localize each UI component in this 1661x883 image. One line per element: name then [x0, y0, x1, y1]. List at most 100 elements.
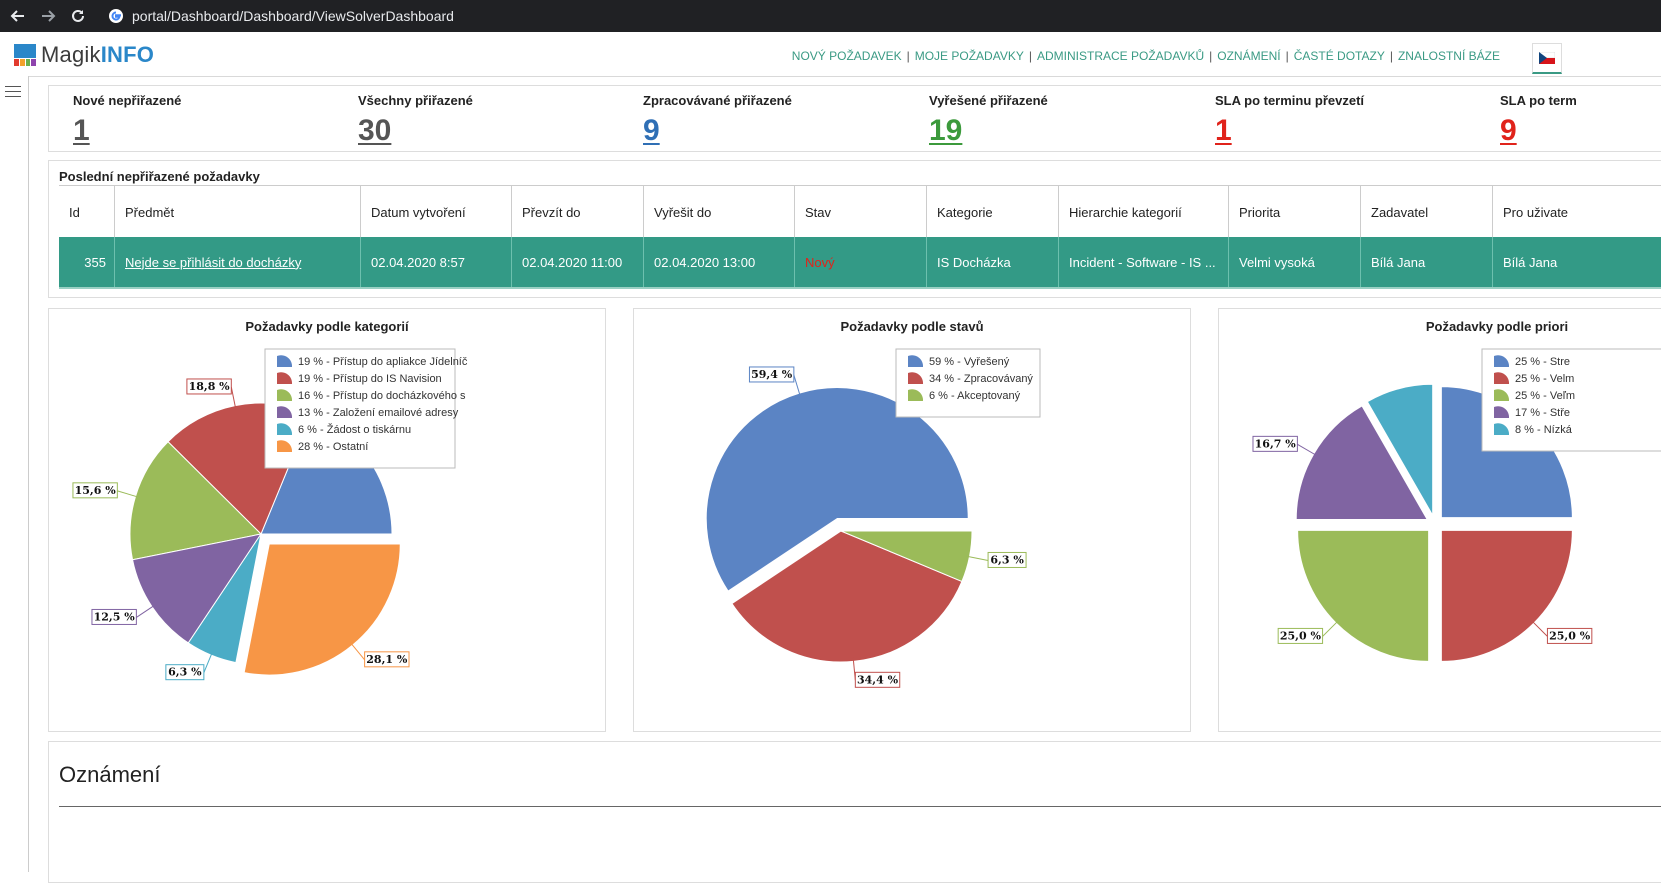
data-label-leader: [117, 490, 140, 498]
legend-swatch-icon: [1494, 406, 1510, 418]
legend-item[interactable]: 25 % - Veľm: [1515, 390, 1575, 402]
legend-item[interactable]: 28 % - Ostatní: [298, 441, 368, 453]
browser-toolbar: portal/Dashboard/Dashboard/ViewSolverDas…: [0, 0, 1661, 32]
stat-value[interactable]: 9: [643, 114, 660, 147]
legend-swatch-icon: [1494, 355, 1510, 367]
legend-item[interactable]: 25 % - Velm: [1515, 373, 1574, 385]
legend-item[interactable]: 19 % - Přístup do apliakce Jídelníč: [298, 356, 468, 368]
pie-chart-states: 59,4 % 34,4 % 6,3 % 59 % - Vyřešený 34 % - Z…: [705, 348, 1041, 688]
legend-swatch-icon: [277, 423, 293, 435]
data-label: 59,4 %: [751, 368, 793, 381]
data-label: 28,1 %: [366, 653, 408, 666]
data-label-leader: [203, 651, 214, 673]
nav-announcements[interactable]: OZNÁMENÍ: [1217, 49, 1281, 63]
google-icon: [109, 9, 123, 23]
divider: [59, 806, 1661, 807]
logo-text: MagikINFO: [41, 42, 155, 67]
legend-item[interactable]: 6 % - Akceptovaný: [929, 390, 1021, 402]
legend-item[interactable]: 17 % - Stře: [1515, 407, 1570, 419]
url-text: portal/Dashboard/Dashboard/ViewSolverDas…: [132, 8, 454, 24]
chart-title: Požadavky podle kategorií: [245, 319, 409, 334]
back-icon[interactable]: [6, 4, 30, 28]
cell-status: Nový: [795, 237, 927, 287]
nav-knowledge-base[interactable]: ZNALOSTNÍ BÁZE: [1397, 49, 1500, 63]
legend-item[interactable]: 8 % - Nízká: [1515, 424, 1573, 436]
col-priority[interactable]: Priorita: [1229, 186, 1361, 238]
legend-item[interactable]: 34 % - Zpracovávaný: [929, 373, 1033, 385]
col-category[interactable]: Kategorie: [927, 186, 1059, 238]
stats-panel: Nové nepřiřazené 1 Všechny přiřazené 30 …: [48, 85, 1661, 152]
data-label: 34,4 %: [857, 673, 899, 686]
data-label: 25,0 %: [1549, 629, 1591, 642]
cell-priority: Velmi vysoká: [1229, 237, 1361, 287]
cell-subject-link[interactable]: Nejde se přihlásit do docházky: [115, 237, 361, 287]
reload-icon[interactable]: [66, 4, 90, 28]
col-requester[interactable]: Zadavatel: [1361, 186, 1493, 238]
legend-swatch-icon: [1494, 389, 1510, 401]
language-button[interactable]: [1532, 43, 1562, 74]
data-label-box: [72, 482, 118, 499]
col-id[interactable]: Id: [59, 186, 115, 238]
data-label-box: [186, 378, 232, 395]
legend-item[interactable]: 25 % - Stre: [1515, 356, 1570, 368]
cell-resolve-by: 02.04.2020 13:00: [644, 237, 795, 287]
data-label: 18,8 %: [189, 380, 231, 393]
data-label-box: [91, 608, 137, 625]
col-for-user[interactable]: Pro uživate: [1503, 204, 1569, 220]
col-subject[interactable]: Předmět: [115, 186, 361, 238]
nav-new-request[interactable]: NOVÝ POŽADAVEK: [791, 49, 902, 63]
col-category-hierarchy[interactable]: Hierarchie kategorií: [1059, 186, 1229, 238]
chart-panel-states: Požadavky podle stavů 59,4 % 34,4 % 6,3 % 5…: [633, 308, 1191, 732]
legend-item[interactable]: 16 % - Přístup do docházkového s: [298, 390, 466, 402]
stat-label: Vyřešené přiřazené: [929, 93, 1048, 108]
nav-my-requests[interactable]: MOJE POŽADAVKY: [914, 49, 1024, 63]
legend-swatch-icon: [1494, 372, 1510, 384]
legend-item[interactable]: 59 % - Vyřešený: [929, 356, 1010, 368]
menu-icon[interactable]: [5, 86, 21, 98]
stat-value[interactable]: 30: [358, 114, 392, 147]
data-label: 6,3 %: [168, 666, 202, 679]
table-row[interactable]: 355 Nejde se přihlásit do docházky 02.04…: [59, 237, 1661, 289]
data-label-leader: [965, 555, 989, 561]
col-resolve-by[interactable]: Vyřešit do: [644, 186, 795, 238]
data-label: 12,5 %: [94, 610, 136, 623]
stat-label: SLA po terminu převzetí: [1215, 93, 1365, 108]
data-label-box: [364, 651, 410, 668]
stat-value[interactable]: 1: [73, 114, 90, 147]
legend-swatch-icon: [277, 372, 293, 384]
cell-for-user: Bílá Jana: [1503, 254, 1558, 270]
pie-chart-categories: 18,8 % 15,6 % 12,5 % 6,3 % 28,1 % 19 % - Přís…: [72, 348, 468, 681]
recent-requests-panel: Poslední nepřiřazené požadavky Id Předmě…: [48, 160, 1661, 298]
logo[interactable]: MagikINFO: [14, 42, 154, 68]
pie-slice[interactable]: [1366, 383, 1434, 518]
cell-category-hierarchy: Incident - Software - IS ...: [1059, 237, 1229, 287]
cell-take-by: 02.04.2020 11:00: [512, 237, 644, 287]
legend-item[interactable]: 13 % - Založení emailové adresy: [298, 407, 459, 419]
col-status[interactable]: Stav: [795, 186, 927, 238]
legend-swatch-icon: [908, 355, 924, 367]
data-label: 6,3 %: [990, 553, 1024, 566]
app-header: MagikINFO NOVÝ POŽADAVEK | MOJE POŽADAVKY |…: [0, 32, 1661, 77]
col-take-by[interactable]: Převzít do: [512, 186, 644, 238]
stat-value[interactable]: 9: [1500, 114, 1517, 147]
data-label-box: [987, 551, 1027, 568]
stat-value[interactable]: 1: [1215, 114, 1232, 147]
col-created[interactable]: Datum vytvoření: [361, 186, 512, 238]
cell-id: 355: [59, 237, 115, 287]
address-bar[interactable]: portal/Dashboard/Dashboard/ViewSolverDas…: [104, 4, 1644, 28]
legend-swatch-icon: [277, 389, 293, 401]
legend-item[interactable]: 19 % - Přístup do IS Navision: [298, 373, 442, 385]
cell-requester: Bílá Jana: [1361, 237, 1493, 287]
nav-faq[interactable]: ČASTÉ DOTAZY: [1293, 49, 1385, 63]
chart-title: Požadavky podle stavů: [840, 319, 984, 334]
stat-label: Nové nepřiřazené: [73, 93, 182, 108]
data-label-box: [1546, 627, 1593, 644]
nav-request-admin[interactable]: ADMINISTRACE POŽADAVKŮ: [1036, 49, 1205, 63]
forward-icon[interactable]: [36, 4, 60, 28]
data-label: 15,6 %: [75, 484, 117, 497]
legend-item[interactable]: 6 % - Žádost o tiskárnu: [298, 423, 411, 436]
legend-swatch-icon: [908, 389, 924, 401]
chart-panel-categories: Požadavky podle kategorií 18,8 % 15,6 % 12…: [48, 308, 606, 732]
stat-value[interactable]: 19: [929, 114, 963, 147]
chart-title: Požadavky podle priori: [1425, 319, 1569, 334]
